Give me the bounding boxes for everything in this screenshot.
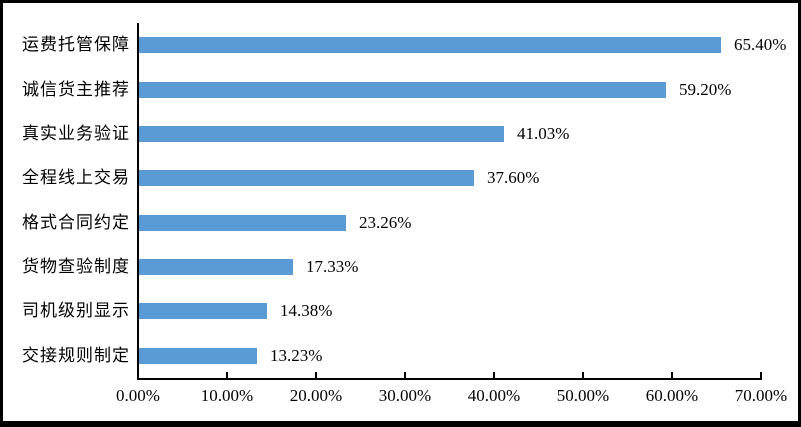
- x-axis-tick: [582, 372, 584, 378]
- x-axis-tick: [671, 372, 673, 378]
- category-label: 诚信货主推荐: [22, 80, 130, 99]
- x-axis-tick-label: 50.00%: [556, 386, 610, 405]
- category-label: 运费托管保障: [22, 35, 130, 54]
- x-axis-tick: [404, 372, 406, 378]
- x-axis-tick-label: 70.00%: [734, 386, 788, 405]
- x-axis-tick-label: 40.00%: [467, 386, 521, 405]
- x-axis-tick-label: 10.00%: [200, 386, 254, 405]
- x-axis-line: [137, 378, 762, 380]
- value-label: 41.03%: [517, 124, 570, 143]
- value-label: 17.33%: [306, 257, 359, 276]
- category-label: 真实业务验证: [22, 124, 130, 143]
- bar: [139, 215, 346, 231]
- x-axis-tick-label: 20.00%: [289, 386, 343, 405]
- category-label: 全程线上交易: [22, 168, 130, 187]
- y-axis-line: [137, 23, 139, 380]
- value-label: 14.38%: [280, 301, 333, 320]
- category-label: 格式合同约定: [22, 213, 130, 232]
- x-axis-tick: [760, 372, 762, 378]
- x-axis-tick-label: 0.00%: [116, 386, 160, 405]
- bar: [139, 259, 293, 275]
- x-axis-tick: [226, 372, 228, 378]
- bar: [139, 126, 504, 142]
- x-axis-tick-label: 30.00%: [378, 386, 432, 405]
- bar: [139, 170, 474, 186]
- x-axis-tick: [315, 372, 317, 378]
- value-label: 65.40%: [734, 35, 787, 54]
- bar: [139, 82, 666, 98]
- category-label: 交接规则制定: [22, 346, 130, 365]
- value-label: 13.23%: [270, 346, 323, 365]
- category-label: 司机级别显示: [22, 301, 130, 320]
- bar: [139, 348, 257, 364]
- x-axis-tick: [137, 372, 139, 378]
- bar: [139, 37, 721, 53]
- category-label: 货物查验制度: [22, 257, 130, 276]
- x-axis-tick: [493, 372, 495, 378]
- value-label: 37.60%: [487, 168, 540, 187]
- x-axis-tick-label: 60.00%: [645, 386, 699, 405]
- bar: [139, 303, 267, 319]
- value-label: 59.20%: [679, 80, 732, 99]
- value-label: 23.26%: [359, 213, 412, 232]
